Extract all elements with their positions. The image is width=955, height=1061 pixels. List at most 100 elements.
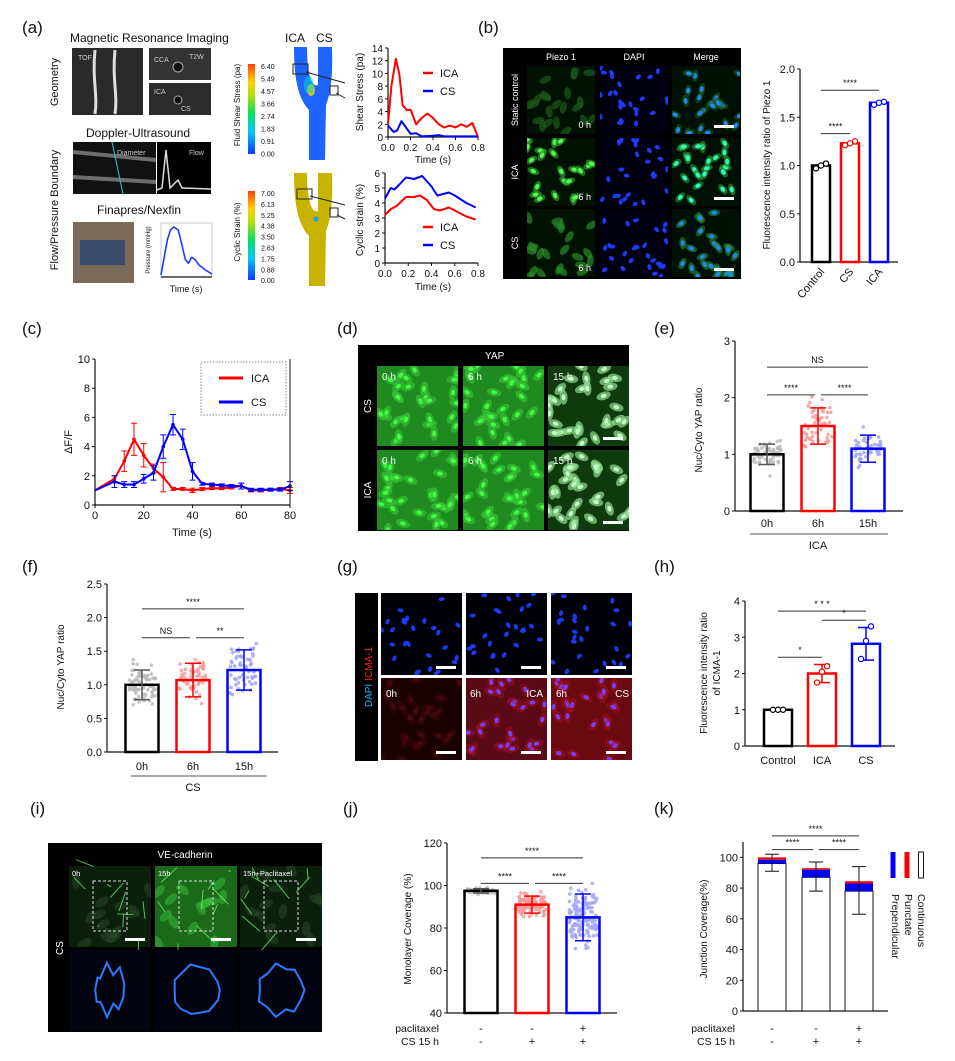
cell xyxy=(77,938,92,947)
nucleus xyxy=(613,467,620,472)
x-tick-label: Control xyxy=(795,266,827,301)
calcium-line-chart: 0 2 4 6 8 10 0 20 40 60 80 Time (s) ΔF/F ICA CS xyxy=(63,354,296,539)
data-point xyxy=(161,444,166,449)
nucleus xyxy=(505,622,511,628)
legend-label: CS xyxy=(251,397,266,409)
data-point xyxy=(230,660,234,665)
shear-colorbar-title: Fluid Shear Stress (pa) xyxy=(233,64,242,147)
y-tick-label: 0.5 xyxy=(87,713,102,725)
scale-bar xyxy=(606,666,626,669)
nucleus xyxy=(592,435,598,441)
ve-cadherin-image xyxy=(69,859,151,958)
image-background xyxy=(600,138,668,206)
data-point xyxy=(149,672,154,676)
y-tick-label: 0.5 xyxy=(780,209,795,221)
nucleus xyxy=(397,608,404,613)
finapres-title: Finapres/Nexfin xyxy=(97,203,181,217)
data-point xyxy=(594,927,598,932)
x-tick-label: Control xyxy=(760,755,795,767)
legend-label: Continuous xyxy=(915,894,927,947)
condition-label: CS 15 h xyxy=(697,1036,735,1048)
y-axis-title: of ICMA-1 xyxy=(712,650,723,695)
data-point xyxy=(577,923,581,927)
nucleus xyxy=(436,629,441,636)
data-point xyxy=(219,483,224,488)
nucleus xyxy=(557,138,564,144)
nucleus xyxy=(469,613,476,618)
condition-sign: + xyxy=(580,1036,586,1048)
data-point xyxy=(229,685,233,690)
nucleus xyxy=(616,139,623,144)
y-tick-label: 8 xyxy=(377,82,383,93)
data-point xyxy=(130,668,135,673)
nucleus xyxy=(625,192,631,198)
data-point xyxy=(228,691,232,695)
data-point xyxy=(768,474,772,478)
nucleus xyxy=(587,516,594,522)
data-point xyxy=(144,676,148,681)
merge-image xyxy=(672,138,740,206)
nucleus xyxy=(548,464,552,470)
data-point xyxy=(594,924,599,929)
x-axis-title: Time (s) xyxy=(415,155,451,166)
y-axis-title: Fluorescence intensity ratio xyxy=(699,612,710,734)
colorbar-tick-label: 1.83 xyxy=(261,127,275,134)
y-tick-label: 0 xyxy=(377,133,383,144)
nucleus xyxy=(736,71,740,76)
y-tick-label: 0 xyxy=(732,1006,738,1018)
nucleus xyxy=(507,524,513,530)
stain-header: YAP xyxy=(485,351,505,362)
nucleus xyxy=(435,709,441,715)
nucleus xyxy=(615,193,622,198)
data-point xyxy=(253,681,258,686)
vessel-models xyxy=(292,47,346,286)
data-point xyxy=(806,404,811,408)
piezo1-bar-chart: 0.0 0.5 1.0 1.5 2.0 **** **** Fluorescence inte… xyxy=(762,64,898,301)
nucleus xyxy=(432,430,437,437)
data-point xyxy=(574,935,579,940)
nucleus xyxy=(634,120,639,127)
nucleus xyxy=(501,652,507,658)
nucleus xyxy=(699,254,706,259)
significance-label: * xyxy=(842,608,846,618)
junction xyxy=(118,891,127,912)
nucleus xyxy=(699,86,704,93)
cell xyxy=(107,932,121,943)
y-tick-label: 20 xyxy=(726,975,738,987)
cell-outline xyxy=(257,962,306,1019)
data-point xyxy=(234,682,238,687)
nucleus xyxy=(533,741,540,746)
legend-label: Punctate xyxy=(902,894,914,936)
nucleus xyxy=(715,100,721,106)
monolayer-coverage-chart: 40 60 80 100 120 **** **** **** Monolayer Covera… xyxy=(395,838,617,1048)
doppler-title: Doppler-Ultrasound xyxy=(86,126,190,140)
nucleus xyxy=(647,74,653,79)
nucleus xyxy=(387,680,393,686)
data-point xyxy=(590,901,595,905)
nucleus xyxy=(548,410,552,417)
cell xyxy=(259,868,271,881)
nucleus xyxy=(378,501,385,507)
data-point xyxy=(183,667,188,672)
nucleus xyxy=(610,597,615,604)
data-point xyxy=(574,908,578,913)
data-point xyxy=(232,664,237,668)
significance-label: **** xyxy=(832,838,847,848)
nucleus xyxy=(685,71,692,76)
data-point xyxy=(805,435,809,440)
cell xyxy=(95,896,109,908)
nucleus xyxy=(426,398,433,403)
nucleus xyxy=(563,684,568,690)
diameter-line xyxy=(111,141,124,195)
yap-image xyxy=(377,450,458,530)
nucleus xyxy=(434,521,439,528)
nucleus xyxy=(633,244,640,249)
data-point xyxy=(236,681,241,685)
nucleus xyxy=(528,157,535,163)
nucleus xyxy=(480,722,486,727)
nucleus xyxy=(606,176,611,183)
data-point xyxy=(591,934,596,938)
nucleus xyxy=(421,385,426,392)
cell xyxy=(583,69,595,77)
